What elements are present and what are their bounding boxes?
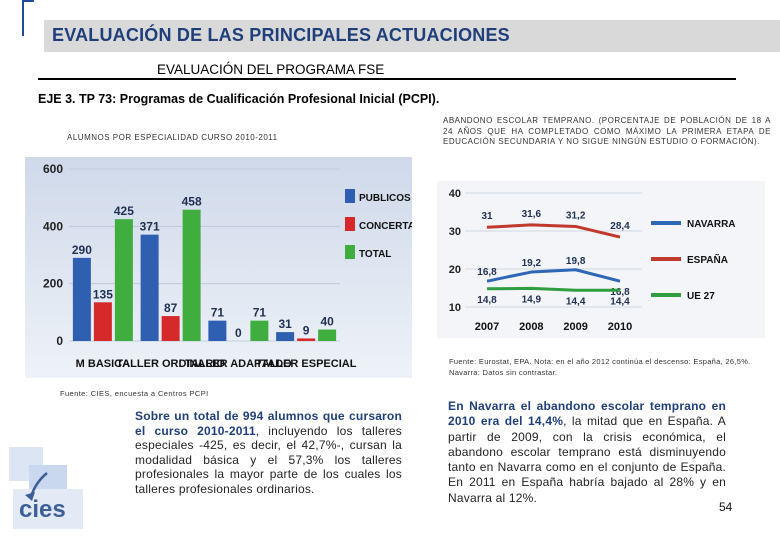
bar-legend-swatch bbox=[345, 245, 355, 259]
right-paragraph-lead: En Navarra el abandono escolar temprano … bbox=[448, 399, 726, 429]
line-data-label: 31 bbox=[481, 211, 493, 222]
bar bbox=[182, 209, 201, 341]
bar-data-label: 87 bbox=[164, 301, 178, 315]
bar bbox=[208, 320, 227, 341]
line-series bbox=[486, 268, 621, 283]
bar-legend-label: PUBLICOS bbox=[359, 193, 411, 204]
line-data-label: 16,8 bbox=[610, 287, 630, 298]
logo-arrowhead bbox=[25, 492, 35, 501]
line-series bbox=[486, 286, 620, 292]
bar-category-label: M BASICA bbox=[76, 358, 130, 370]
bar-category-label: TALLER ADAPTADO bbox=[185, 358, 292, 370]
bar-chart: 290 135 425 371 87 458 71 0 71 31 9 40 0 200 400 600 P… bbox=[25, 157, 412, 378]
left-source: Fuente: CIES, encuesta a Centros PCPI bbox=[60, 389, 209, 398]
page-number: 54 bbox=[719, 500, 733, 514]
right-paragraph: En Navarra el abandono escolar temprano … bbox=[448, 399, 726, 506]
line-series bbox=[486, 223, 621, 239]
line-data-label: 19,8 bbox=[566, 256, 586, 267]
bar-legend-swatch bbox=[345, 217, 355, 231]
bar-data-label: 458 bbox=[182, 195, 202, 209]
line-ytick-label: 30 bbox=[449, 226, 461, 238]
left-paragraph: Sobre un total de 994 alumnos que cursar… bbox=[135, 409, 402, 496]
program-title: EVALUACIÓN DEL PROGRAMA FSE bbox=[156, 62, 386, 77]
bar bbox=[72, 257, 91, 341]
cies-logo: cies bbox=[9, 447, 83, 529]
bar bbox=[93, 302, 112, 341]
line-data-label: 16,8 bbox=[477, 267, 497, 278]
line-ytick-label: 10 bbox=[449, 302, 461, 314]
right-source: Fuente: Eurostat, EPA. Nota: en el año 2… bbox=[449, 357, 751, 377]
line-legend-label: UE 27 bbox=[687, 291, 715, 302]
line-legend-label: ESPAÑA bbox=[687, 253, 728, 266]
bar-data-label: 135 bbox=[93, 287, 113, 301]
header-bar bbox=[44, 20, 780, 52]
bar-ytick-label: 400 bbox=[43, 219, 63, 233]
corner-accent-h bbox=[22, 0, 34, 2]
line-data-label: 14,8 bbox=[477, 295, 497, 306]
right-chart-label: ABANDONO ESCOLAR TEMPRANO. (PORCENTAJE D… bbox=[443, 116, 771, 146]
left-paragraph-body: , incluyendo los talleres especiales -42… bbox=[135, 423, 402, 496]
bar bbox=[297, 338, 316, 341]
bar-ytick-label: 200 bbox=[43, 277, 63, 291]
bar-data-label: 425 bbox=[114, 204, 134, 218]
bar bbox=[276, 332, 295, 341]
line-data-label: 19,2 bbox=[522, 258, 542, 269]
bar-data-label: 40 bbox=[320, 315, 334, 329]
bar-ytick-label: 0 bbox=[56, 334, 63, 348]
line-data-label: 14,4 bbox=[566, 296, 586, 307]
line-legend-label: NAVARRA bbox=[687, 219, 736, 230]
logo-square-3 bbox=[13, 489, 83, 529]
bar-legend-swatch bbox=[345, 189, 355, 203]
line-chart-background bbox=[437, 181, 765, 338]
bar-ytick-label: 600 bbox=[43, 162, 63, 176]
bar-legend-label: CONCERTADOS bbox=[359, 221, 412, 232]
left-paragraph-lead: Sobre un total de 994 alumnos que cursar… bbox=[135, 409, 402, 438]
line-ytick-label: 20 bbox=[449, 264, 461, 276]
page-title: EVALUACIÓN DE LAS PRINCIPALES ACTUACIONE… bbox=[52, 25, 510, 45]
bar-data-label: 71 bbox=[211, 306, 225, 320]
bar bbox=[140, 234, 159, 341]
bar-data-label: 9 bbox=[303, 323, 310, 337]
line-data-label: 31,6 bbox=[522, 209, 542, 220]
bar-category-label: TALLER ORDINARIO bbox=[116, 358, 225, 370]
bar bbox=[318, 329, 337, 341]
line-xtick-label: 2007 bbox=[475, 321, 499, 333]
program-underline bbox=[38, 62, 736, 80]
line-ytick-label: 40 bbox=[449, 188, 461, 200]
line-xtick-label: 2009 bbox=[563, 321, 587, 333]
bar-legend-label: TOTAL bbox=[359, 249, 391, 260]
line-data-label: 28,4 bbox=[610, 221, 630, 232]
bar bbox=[161, 316, 180, 341]
right-paragraph-body: , la mitad que en España. A partir de 20… bbox=[448, 414, 726, 505]
line-xtick-label: 2010 bbox=[608, 321, 632, 333]
line-data-label: 31,2 bbox=[566, 210, 586, 221]
left-chart-label: ALUMNOS POR ESPECIALIDAD CURSO 2010-2011 bbox=[67, 133, 278, 142]
bar bbox=[114, 219, 133, 341]
bar-data-label: 0 bbox=[235, 326, 242, 340]
bar-data-label: 371 bbox=[140, 220, 160, 234]
line-data-label: 14,4 bbox=[610, 296, 630, 307]
bar bbox=[250, 320, 269, 341]
line-data-label: 14,9 bbox=[522, 294, 542, 305]
logo-text: cies bbox=[19, 496, 66, 523]
axis-title: EJE 3. TP 73: Programas de Cualificación… bbox=[38, 92, 440, 106]
corner-accent bbox=[22, 0, 24, 36]
bar-data-label: 290 bbox=[72, 243, 92, 257]
line-chart: 16,8 19,2 19,8 16,8 31 31,6 31,2 28,4 14,8 14,9 14… bbox=[437, 181, 765, 338]
bar-data-label: 71 bbox=[253, 306, 267, 320]
bar-data-label: 31 bbox=[278, 317, 292, 331]
bar-category-label: TALLER ESPECIAL bbox=[256, 358, 357, 370]
line-xtick-label: 2008 bbox=[519, 321, 543, 333]
